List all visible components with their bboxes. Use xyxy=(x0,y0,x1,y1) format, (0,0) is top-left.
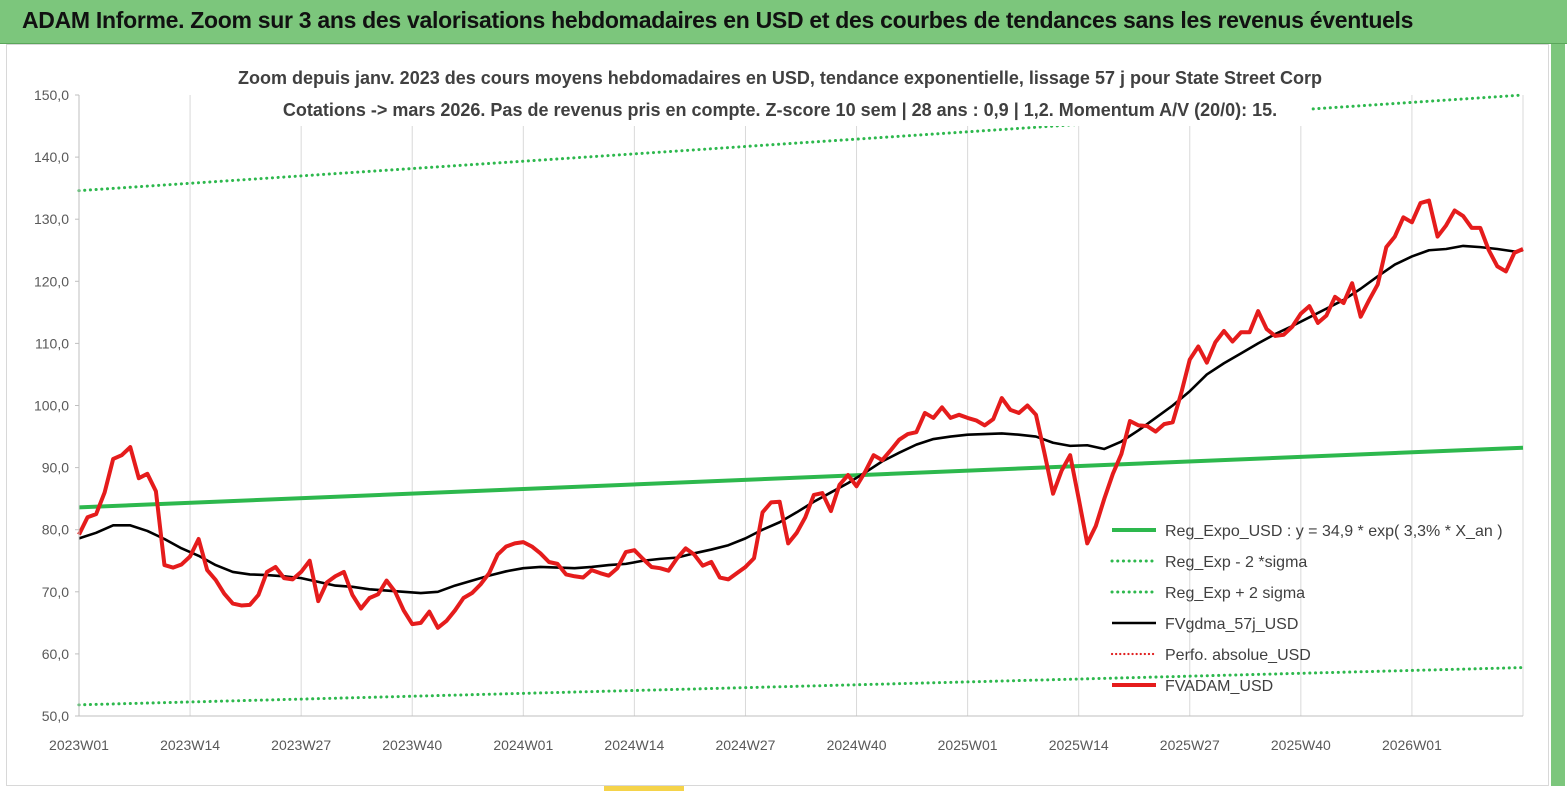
legend-label: Reg_Exp - 2 *sigma xyxy=(1165,554,1307,571)
report-banner: ADAM Informe. Zoom sur 3 ans des valoris… xyxy=(0,0,1567,44)
legend: Reg_Expo_USD : y = 34,9 * exp( 3,3% * X_… xyxy=(1110,523,1503,695)
y-tick-label: 120,0 xyxy=(34,273,69,289)
x-tick-label: 2023W01 xyxy=(49,737,109,753)
y-tick-label: 110,0 xyxy=(35,335,69,351)
chart-subtitle-line2: Cotations -> mars 2026. Pas de revenus p… xyxy=(283,100,1277,120)
x-tick-label: 2025W40 xyxy=(1271,737,1331,753)
y-tick-label: 50,0 xyxy=(42,708,69,724)
y-tick-label: 100,0 xyxy=(34,398,69,414)
y-tick-label: 130,0 xyxy=(34,211,69,227)
bottom-tab-decoration xyxy=(604,786,684,791)
series-line-5 xyxy=(77,198,1524,630)
x-tick-label: 2025W27 xyxy=(1160,737,1220,753)
series-line-2 xyxy=(77,93,1525,193)
y-tick-label: 70,0 xyxy=(42,584,69,600)
series-line-0 xyxy=(78,445,1524,510)
legend-label: Reg_Expo_USD : y = 34,9 * exp( 3,3% * X_… xyxy=(1165,523,1503,540)
x-tick-label: 2023W14 xyxy=(160,737,220,753)
x-tick-label: 2024W14 xyxy=(604,737,664,753)
y-tick-label: 80,0 xyxy=(42,522,69,538)
legend-label: Reg_Exp + 2 sigma xyxy=(1165,585,1305,602)
legend-label: Perfo. absolue_USD xyxy=(1165,647,1311,664)
series-line-1 xyxy=(77,666,1525,707)
x-tick-label: 2024W40 xyxy=(827,737,887,753)
side-tab-decoration xyxy=(1551,44,1565,786)
x-tick-label: 2024W01 xyxy=(493,737,553,753)
series-line-3 xyxy=(78,244,1524,595)
y-tick-label: 150,0 xyxy=(34,87,69,103)
y-tick-label: 60,0 xyxy=(42,646,69,662)
x-tick-label: 2026W01 xyxy=(1382,737,1442,753)
chart-subtitle-line1: Zoom depuis janv. 2023 des cours moyens … xyxy=(238,68,1322,88)
x-tick-label: 2023W27 xyxy=(271,737,331,753)
subtitle-background xyxy=(250,60,1310,126)
x-tick-label: 2024W27 xyxy=(715,737,775,753)
chart-subtitle-block: Zoom depuis janv. 2023 des cours moyens … xyxy=(238,60,1322,126)
report-title: ADAM Informe. Zoom sur 3 ans des valoris… xyxy=(22,7,1414,33)
axes: 2023W01 2023W14 2023W27 2023W40 2024W01 2024W… xyxy=(34,87,1523,753)
series-lines xyxy=(77,93,1525,707)
x-tick-label: 2025W14 xyxy=(1049,737,1109,753)
x-tick-label: 2025W01 xyxy=(938,737,998,753)
legend-label: FVgdma_57j_USD xyxy=(1165,616,1298,633)
legend-label: FVADAM_USD xyxy=(1165,678,1273,695)
y-tick-label: 90,0 xyxy=(42,460,69,476)
y-tick-label: 140,0 xyxy=(34,149,69,165)
x-tick-label: 2023W40 xyxy=(382,737,442,753)
grid xyxy=(78,95,1524,716)
chart-frame xyxy=(6,44,1549,786)
